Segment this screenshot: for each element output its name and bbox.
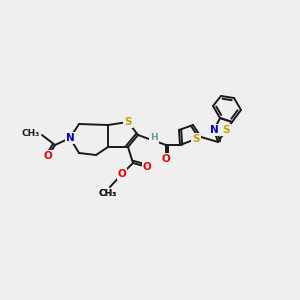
Text: N: N	[210, 125, 218, 135]
Text: O: O	[142, 162, 152, 172]
Text: CH₃: CH₃	[99, 189, 117, 198]
Text: H: H	[150, 133, 158, 142]
Text: CH₃: CH₃	[22, 128, 40, 137]
Text: O: O	[118, 169, 126, 179]
Text: O: O	[44, 151, 52, 161]
Text: O: O	[162, 154, 170, 164]
Text: S: S	[124, 117, 132, 127]
Text: H: H	[150, 134, 158, 143]
Text: CH₃: CH₃	[99, 189, 117, 198]
Text: S: S	[192, 134, 200, 144]
Text: S: S	[222, 125, 230, 135]
Text: N: N	[66, 133, 74, 143]
